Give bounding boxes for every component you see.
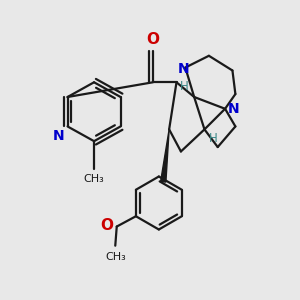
Text: H: H [209,132,218,145]
Text: N: N [52,129,64,143]
Text: H: H [180,80,189,93]
Text: CH₃: CH₃ [84,174,104,184]
Text: CH₃: CH₃ [105,252,126,262]
Text: O: O [146,32,159,47]
Text: O: O [100,218,113,233]
Text: N: N [178,62,190,76]
Polygon shape [160,129,169,182]
Text: N: N [228,102,240,116]
